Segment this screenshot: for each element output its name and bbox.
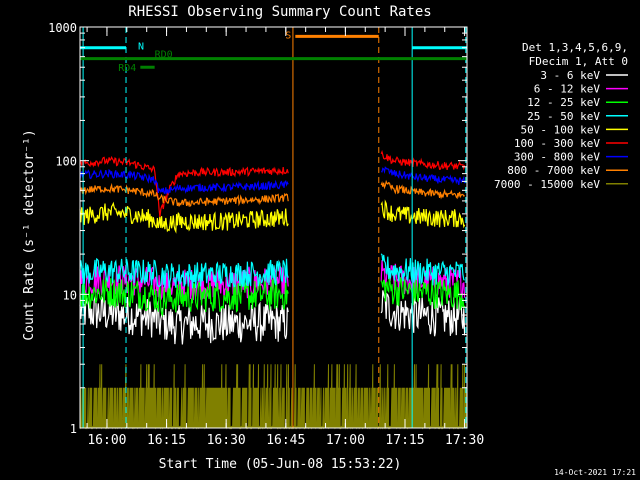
y-tick-label: 100: [55, 155, 77, 169]
annotation-label: S: [285, 30, 291, 41]
plot-area: N S RD0 RD4: [79, 27, 468, 430]
x-tick-label: 17:15: [385, 433, 424, 448]
legend-header: Det 1,3,4,5,6,9,: [522, 41, 628, 54]
x-tick-label: 17:00: [326, 433, 365, 448]
y-tick-label: 1000: [48, 21, 77, 35]
x-tick-label: 16:00: [87, 433, 126, 448]
legend-entry-label: 800 - 7000 keV: [507, 164, 600, 177]
x-tick-label: 16:15: [147, 433, 186, 448]
series-line: [380, 199, 466, 229]
series-line: [380, 290, 466, 337]
y-axis-label: Count Rate (s⁻¹ detector⁻¹): [22, 129, 37, 340]
footer-timestamp: 14-Oct-2021 17:21: [554, 468, 636, 477]
series-line: [79, 257, 289, 289]
y-tick-label: 1: [70, 422, 77, 436]
legend-entry-label: 50 - 100 keV: [521, 123, 601, 136]
series-line: [380, 275, 466, 311]
legend-entry-label: 25 - 50 keV: [527, 110, 600, 123]
legend-entry-label: 100 - 300 keV: [514, 137, 600, 150]
series-line: [380, 179, 465, 200]
series-line: [380, 150, 466, 171]
chart-title: RHESSI Observing Summary Count Rates: [128, 4, 431, 20]
axes: 1 10 100 1000 16:00 16:15 16:30 16:45 17:00 17:15…: [48, 21, 484, 448]
y-tick-label: 10: [63, 288, 77, 302]
series-line: [79, 182, 289, 208]
legend-entry-label: 7000 - 15000 keV: [494, 178, 600, 191]
x-axis-label: Start Time (05-Jun-08 15:53:22): [159, 457, 402, 472]
series-line: [380, 253, 465, 286]
annotation-label: RD4: [118, 63, 136, 74]
series-line: [79, 201, 289, 234]
series-line: [380, 166, 466, 185]
series-line: [79, 364, 468, 430]
series-line: [79, 277, 289, 318]
annotation-label: N: [138, 42, 144, 53]
x-tick-label: 16:30: [207, 433, 246, 448]
legend-entry-label: 6 - 12 keV: [534, 83, 601, 96]
legend-entry-label: 300 - 800 keV: [514, 151, 600, 164]
legend-entry-label: 3 - 6 keV: [540, 69, 600, 82]
legend: Det 1,3,4,5,6,9,FDecim 1, Att 03 - 6 keV…: [494, 41, 628, 191]
series-line: [79, 168, 289, 195]
legend-entry-label: 12 - 25 keV: [527, 96, 600, 109]
x-tick-label: 17:30: [445, 433, 484, 448]
x-tick-label: 16:45: [266, 433, 305, 448]
plot-frame: [79, 26, 468, 429]
annotation-label: RD0: [155, 50, 173, 61]
legend-header: FDecim 1, Att 0: [529, 55, 628, 68]
series-line: [79, 155, 289, 217]
